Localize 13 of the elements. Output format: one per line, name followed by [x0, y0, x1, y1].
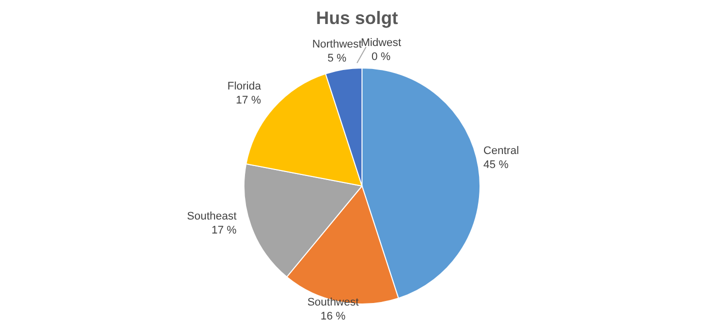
- data-label: 45 %: [483, 158, 509, 171]
- chart-title: Hus solgt: [314, 8, 399, 29]
- data-label: 16 %: [320, 310, 346, 323]
- category-label: Midwest: [360, 37, 402, 49]
- data-label: 17 %: [236, 94, 262, 106]
- slice-label: Southeast: [187, 210, 237, 222]
- slice-label: Northwest: [312, 38, 362, 51]
- data-label: 17 %: [211, 224, 237, 236]
- slice-label: Central: [483, 144, 519, 157]
- text: 0 %: [372, 51, 390, 63]
- slice-label: Southwest: [307, 296, 359, 309]
- data-label: 5 %: [327, 52, 347, 65]
- slice-label: Florida: [227, 80, 262, 92]
